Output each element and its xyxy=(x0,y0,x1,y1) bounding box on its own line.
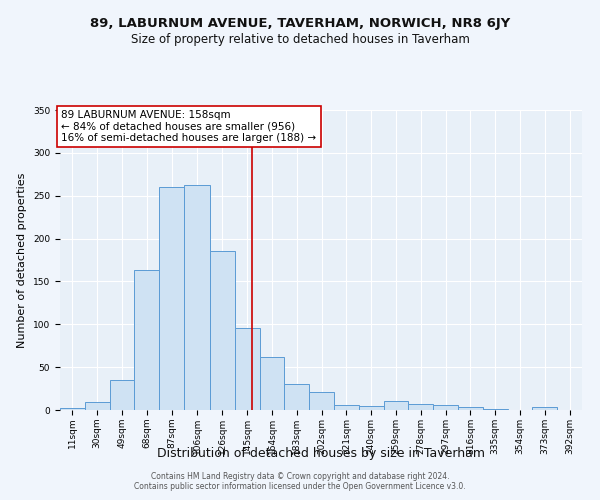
Bar xyxy=(359,406,383,410)
Bar xyxy=(383,402,409,410)
Bar xyxy=(85,402,110,410)
Text: Distribution of detached houses by size in Taverham: Distribution of detached houses by size … xyxy=(157,448,485,460)
Text: 89, LABURNUM AVENUE, TAVERHAM, NORWICH, NR8 6JY: 89, LABURNUM AVENUE, TAVERHAM, NORWICH, … xyxy=(90,18,510,30)
Bar xyxy=(210,252,235,410)
Bar xyxy=(458,408,483,410)
Bar xyxy=(184,186,210,410)
Text: Contains HM Land Registry data © Crown copyright and database right 2024.: Contains HM Land Registry data © Crown c… xyxy=(151,472,449,481)
Text: 89 LABURNUM AVENUE: 158sqm
← 84% of detached houses are smaller (956)
16% of sem: 89 LABURNUM AVENUE: 158sqm ← 84% of deta… xyxy=(61,110,316,143)
Y-axis label: Number of detached properties: Number of detached properties xyxy=(17,172,28,348)
Bar xyxy=(532,408,557,410)
Bar xyxy=(60,408,85,410)
Bar xyxy=(334,405,359,410)
Bar xyxy=(134,270,159,410)
Bar xyxy=(483,409,508,410)
Bar xyxy=(110,380,134,410)
Text: Size of property relative to detached houses in Taverham: Size of property relative to detached ho… xyxy=(131,32,469,46)
Bar xyxy=(409,404,433,410)
Bar xyxy=(433,405,458,410)
Text: Contains public sector information licensed under the Open Government Licence v3: Contains public sector information licen… xyxy=(134,482,466,491)
Bar xyxy=(284,384,309,410)
Bar xyxy=(159,187,184,410)
Bar xyxy=(309,392,334,410)
Bar xyxy=(260,357,284,410)
Bar xyxy=(235,328,260,410)
